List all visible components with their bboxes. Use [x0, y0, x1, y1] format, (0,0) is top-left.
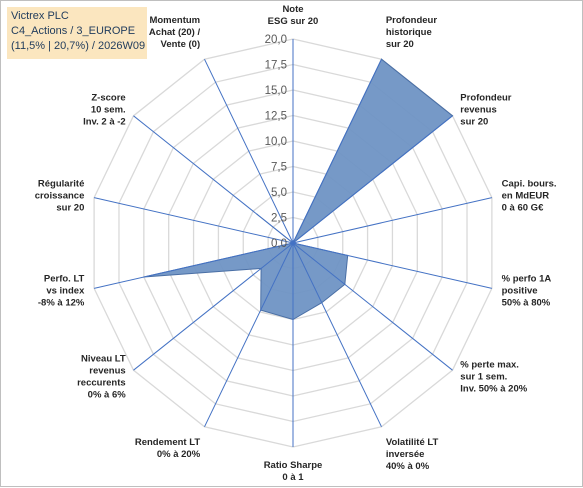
axis-label-line: Note [282, 4, 303, 15]
axis-label-line: sur 20 [56, 202, 84, 213]
axis-spoke [204, 58, 294, 244]
axis-label: Profondeur revenus sur 20 [460, 93, 511, 128]
axis-label: Ratio Sharpe 0 à 1 [264, 460, 323, 483]
axis-label-line: 0 à 60 G€ [502, 202, 544, 213]
axis-label-line: Capi. bours. [502, 178, 557, 189]
axis-label-line: 40% à 0% [386, 461, 430, 472]
axis-label-line: Momentum [149, 15, 200, 26]
axis-label: Note ESG sur 20 [268, 4, 319, 27]
axis-label-line: Inv. 2 à -2 [83, 117, 126, 128]
axis-spoke [292, 242, 492, 289]
axis-label-line: Profondeur [460, 93, 511, 104]
axis-label-line: vs index [46, 286, 85, 297]
axis-label-line: 10 sem. [91, 105, 126, 116]
axis-spoke [133, 115, 294, 244]
axis-label-line: Ratio Sharpe [264, 460, 323, 471]
category-label: C4_Actions / 3_EUROPE [11, 25, 136, 37]
axis-label-line: croissance [35, 190, 85, 201]
stats-label: (11,5% | 20,7%) / 2026W09 [11, 40, 146, 52]
data-series-area [143, 58, 454, 321]
axis-label-line: % perte max. [460, 359, 519, 370]
axis-label-line: en MdEUR [502, 190, 550, 201]
tick-label: 5,0 [271, 187, 287, 199]
axis-label-line: inversée [386, 449, 425, 460]
axis-spoke [204, 242, 294, 428]
axis-spoke [292, 242, 382, 428]
axis-spoke [94, 197, 294, 244]
axis-label-line: historique [386, 27, 432, 38]
tick-label: 20,0 [265, 34, 287, 46]
axis-label: % perfo 1A positive 50% à 80% [502, 274, 552, 309]
tick-label: 2,5 [271, 213, 287, 225]
axis-label-line: sur 1 sem. [460, 371, 507, 382]
axis-label: Capi. bours. en MdEUR 0 à 60 G€ [502, 178, 557, 213]
axis-label-line: Niveau LT [81, 353, 126, 364]
axis-spoke [292, 197, 492, 244]
axis-label-line: Inv. 50% à 20% [460, 383, 527, 394]
axis-label: Perfo. LT vs index -8% à 12% [38, 274, 85, 309]
axis-label-line: Régularité [38, 178, 84, 189]
axis-label-line: Z-score [91, 93, 125, 104]
axis-spoke [94, 242, 294, 289]
tick-label: 12,5 [265, 111, 287, 123]
axis-label: Volatilité LT inversée 40% à 0% [386, 437, 439, 472]
tick-label: 15,0 [265, 85, 287, 97]
axis-label-line: Rendement LT [135, 437, 200, 448]
tick-label: 10,0 [265, 136, 287, 148]
axis-label: Profondeur historique sur 20 [386, 15, 437, 50]
axis-label-line: 0% à 20% [157, 449, 201, 460]
company-name: Victrex PLC [11, 10, 69, 22]
axis-label-line: revenus [89, 365, 125, 376]
axis-label-line: revenus [460, 105, 496, 116]
axis-label-line: Volatilité LT [386, 437, 439, 448]
axis-spoke [292, 242, 453, 371]
axis-spoke [292, 115, 453, 244]
axis-label-line: 50% à 80% [502, 298, 551, 309]
axis-label-line: positive [502, 286, 538, 297]
axis-label-line: Profondeur [386, 15, 437, 26]
axis-label-line: -8% à 12% [38, 298, 85, 309]
tick-label: 7,5 [271, 162, 287, 174]
axis-label: % perte max. sur 1 sem. Inv. 50% à 20% [460, 359, 527, 394]
tick-label: 0,0 [271, 238, 287, 250]
axis-label-line: Perfo. LT [44, 274, 85, 285]
axis-label-line: sur 20 [460, 117, 488, 128]
axis-label-line: Achat (20) / [149, 27, 201, 38]
axis-label-line: sur 20 [386, 39, 414, 50]
axis-label: Z-score 10 sem. Inv. 2 à -2 [83, 93, 126, 128]
axis-spoke [133, 242, 294, 371]
axis-label-line: 0 à 1 [282, 472, 304, 483]
axis-label-line: % perfo 1A [502, 274, 552, 285]
axis-label-line: reccurents [77, 377, 126, 388]
axis-label: Niveau LT revenus reccurents 0% à 6% [77, 353, 126, 400]
axis-spoke [292, 58, 382, 244]
axis-label-line: Vente (0) [161, 39, 201, 50]
axis-label: Momentum Achat (20) / Vente (0) [149, 15, 201, 50]
axis-label-line: ESG sur 20 [268, 16, 319, 27]
axis-label: Rendement LT 0% à 20% [135, 437, 201, 460]
tick-label: 17,5 [265, 60, 287, 72]
chart-header-box: Victrex PLC C4_Actions / 3_EUROPE (11,5%… [7, 7, 147, 59]
axis-label-line: 0% à 6% [88, 389, 127, 400]
axis-label: Régularité croissance sur 20 [35, 178, 85, 213]
